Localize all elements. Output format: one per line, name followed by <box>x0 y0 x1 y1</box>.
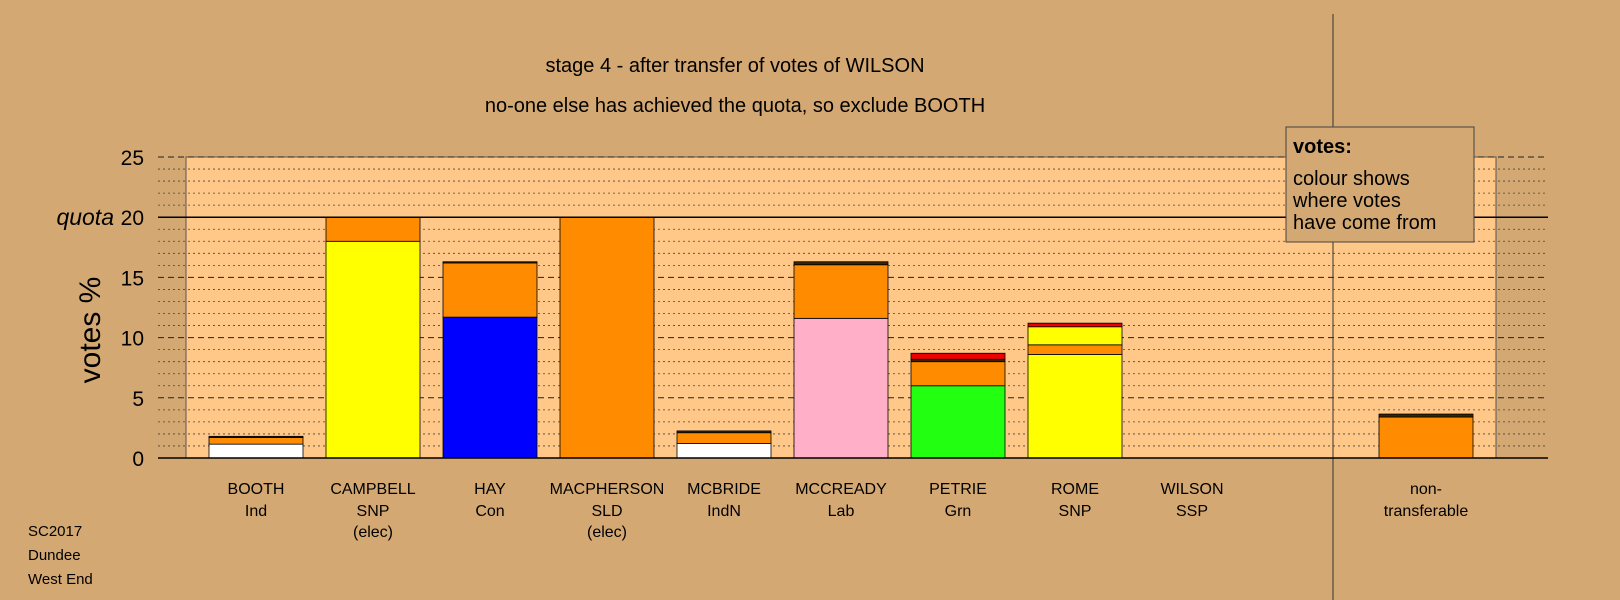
candidate-name: WILSON <box>1160 481 1223 498</box>
y-tick-label: 25 <box>121 147 144 170</box>
bar-mcbride-segment <box>676 432 772 444</box>
candidate-party: Ind <box>245 503 267 520</box>
bar-mccready-segment <box>793 317 889 459</box>
candidate-party: Lab <box>828 503 855 520</box>
bar-rome-segment <box>1027 354 1123 459</box>
bar-booth-segment <box>208 443 304 459</box>
candidate-note: (elec) <box>587 524 627 541</box>
chart-title: stage 4 - after transfer of votes of WIL… <box>545 55 924 77</box>
candidate-name: CAMPBELL <box>330 481 415 498</box>
bar-rome-segment <box>1027 326 1123 346</box>
candidate-name: MCCREADY <box>795 481 887 498</box>
bar-macpherson-segment <box>559 216 655 459</box>
candidate-party: SLD <box>591 503 622 520</box>
y-axis-label: votes % <box>74 277 107 384</box>
bar-petrie-segment <box>910 361 1006 387</box>
footer: SC2017 Dundee West End <box>28 520 93 592</box>
legend-text: where votes <box>1292 190 1401 212</box>
legend-title: votes: <box>1293 136 1352 158</box>
y-tick-label: 15 <box>121 267 144 290</box>
footer-council: Dundee <box>28 547 81 564</box>
bar-nontransferable-segment <box>1378 413 1474 418</box>
legend-text: colour shows <box>1293 168 1410 190</box>
y-tick-label: 10 <box>121 328 144 351</box>
plot-area: BOOTH Ind CAMPBELL SNP (elec) HAY Con MACPHERSO… <box>56 14 1548 600</box>
quota-label: quota <box>56 204 114 230</box>
bar-booth-segment <box>208 435 304 438</box>
candidate-party: SSP <box>1176 503 1208 520</box>
bar-hay-segment <box>442 316 538 459</box>
bar-rome-segment <box>1027 344 1123 355</box>
bar-mccready-segment <box>793 264 889 319</box>
legend-text: have come from <box>1293 212 1436 234</box>
bar-petrie-segment <box>910 385 1006 459</box>
candidate-name: MACPHERSON <box>550 481 665 498</box>
candidate-note: (elec) <box>353 524 393 541</box>
nontransferable-label: transferable <box>1384 503 1469 520</box>
candidate-party: SNP <box>1059 503 1092 520</box>
bar-rome-segment <box>1027 322 1123 328</box>
candidate-party: IndN <box>707 503 741 520</box>
bar-mccready-segment <box>793 261 889 266</box>
candidate-name: MCBRIDE <box>687 481 761 498</box>
bar-nontransferable-segment <box>1378 416 1474 459</box>
y-tick-label: 20 <box>121 207 144 230</box>
candidate-party: Grn <box>945 503 972 520</box>
candidate-name: HAY <box>474 481 506 498</box>
chart-subtitle: no-one else has achieved the quota, so e… <box>485 95 985 117</box>
bar-campbell-segment <box>325 240 421 459</box>
candidate-name: PETRIE <box>929 481 987 498</box>
candidate-party: Con <box>475 503 504 520</box>
nontransferable-label: non- <box>1410 481 1442 498</box>
bar-mcbride-segment <box>676 443 772 459</box>
bar-hay-segment <box>442 261 538 264</box>
y-tick-label: 0 <box>132 448 144 471</box>
bar-hay-segment <box>442 262 538 318</box>
legend-box <box>1285 126 1475 243</box>
candidate-name: ROME <box>1051 481 1099 498</box>
candidate-name: BOOTH <box>228 481 285 498</box>
bar-mcbride-segment <box>676 430 772 434</box>
bar-campbell-segment <box>325 216 421 242</box>
footer-year: SC2017 <box>28 523 83 540</box>
bar-booth-segment <box>208 437 304 445</box>
bar-petrie-segment <box>910 352 1006 360</box>
y-tick-label: 5 <box>132 388 144 411</box>
footer-ward: West End <box>28 571 93 588</box>
candidate-party: SNP <box>357 503 390 520</box>
